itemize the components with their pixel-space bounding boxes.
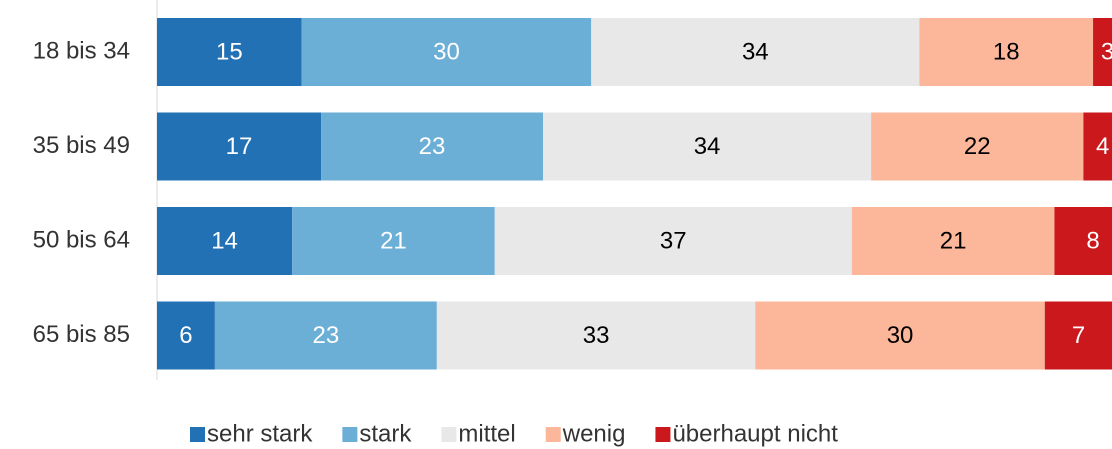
bar-segment [157,112,322,181]
bar-segment [755,301,1045,370]
data-label: 37 [660,227,687,254]
data-label: 23 [419,133,446,160]
data-label: 33 [583,322,610,349]
data-label: 14 [211,227,238,254]
legend-label: mittel [458,420,515,447]
bar-segment [157,207,293,275]
legend-label: überhaupt nicht [672,420,838,447]
data-label: 3 [1101,38,1112,65]
bar-segment [1044,301,1112,370]
legend-swatch [342,427,358,442]
data-label: 6 [179,322,192,349]
data-label: 30 [887,322,914,349]
bar-segment [321,112,543,181]
category-label: 18 bis 34 [33,37,130,64]
bar-segment [919,18,1094,86]
bar-segment [591,18,920,86]
bar-segment [851,207,1055,275]
legend-label: wenig [562,420,626,447]
bar-segment [301,18,592,86]
data-label: 22 [964,133,991,160]
bar-segment [157,18,302,86]
legend-swatch [441,427,457,442]
data-label: 30 [433,38,460,65]
data-label: 15 [216,38,243,65]
legend-label: sehr stark [207,420,313,447]
data-label: 34 [742,38,769,65]
bar-segment [292,207,495,275]
bar-segment [1054,207,1112,275]
legend-swatch [545,427,561,442]
data-label: 18 [993,38,1020,65]
data-label: 34 [694,133,721,160]
legend-label: stark [359,420,412,447]
data-label: 7 [1072,322,1085,349]
category-label: 65 bis 85 [33,321,130,348]
bar-segment [214,301,437,370]
bar-segment [1093,18,1112,86]
bar-segment [436,301,756,370]
bar-segment [494,207,852,275]
legend-swatch [655,427,671,442]
category-label: 50 bis 64 [33,226,130,253]
bar-segment [543,112,872,181]
data-label: 17 [226,133,253,160]
data-label: 23 [313,322,340,349]
data-label: 4 [1096,133,1109,160]
bar-segment [1083,112,1112,181]
bar-segment [871,112,1084,181]
legend-swatch [190,427,205,442]
data-label: 21 [940,227,967,254]
category-label: 35 bis 49 [33,132,130,159]
data-label: 8 [1086,227,1099,254]
data-label: 21 [380,227,407,254]
bar-segment [157,301,215,370]
